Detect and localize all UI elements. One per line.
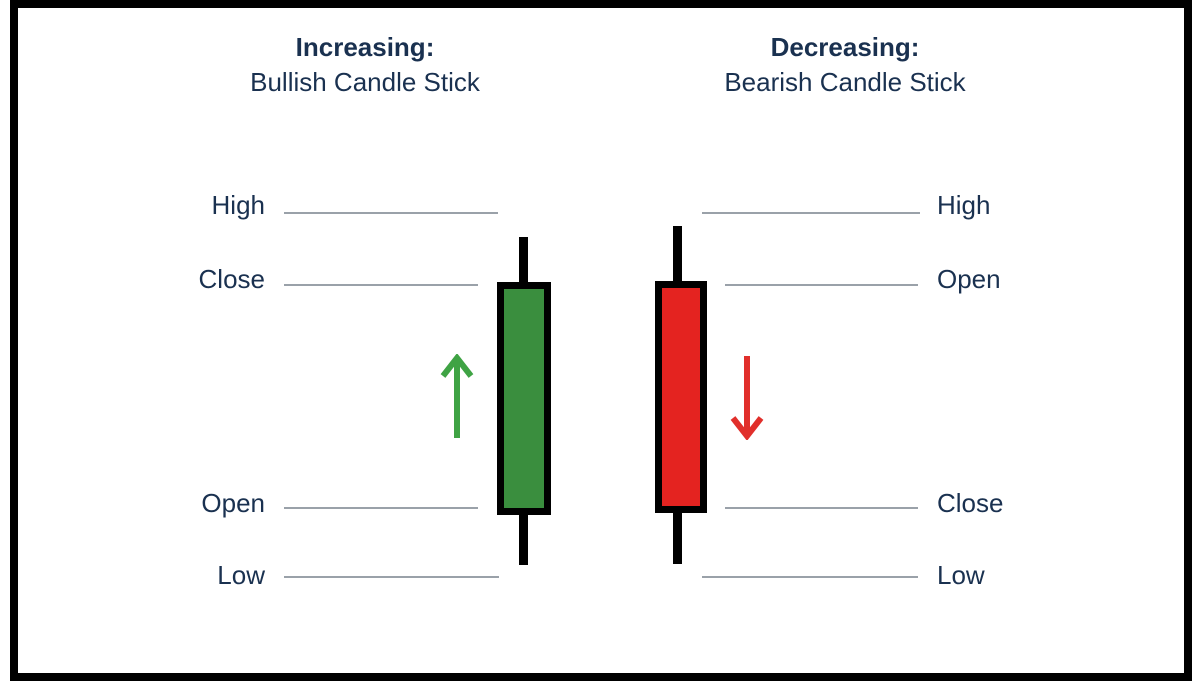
bearish-high-line: [702, 212, 920, 214]
bullish-upper-wick: [519, 237, 528, 283]
diagram-frame: [10, 0, 1192, 681]
bearish-open-line: [725, 284, 918, 286]
bearish-label-close: Close: [937, 488, 1004, 518]
bullish-candle-body: [497, 282, 551, 515]
bullish-low-line: [284, 576, 499, 578]
bearish-title: Decreasing: Bearish Candle Stick: [645, 30, 1045, 100]
bearish-lower-wick: [673, 512, 682, 564]
bearish-label-high: High: [937, 190, 991, 220]
bullish-label-high: High: [211, 190, 265, 220]
down-arrow-icon: [730, 356, 764, 440]
bearish-label-low: Low: [937, 560, 985, 590]
bullish-title: Increasing: Bullish Candle Stick: [165, 30, 565, 100]
bearish-close-line: [725, 507, 918, 509]
bearish-low-line: [702, 576, 918, 578]
bearish-candle-body: [655, 281, 707, 513]
bullish-lower-wick: [519, 514, 528, 565]
bullish-open-line: [284, 507, 478, 509]
bearish-title-line1: Decreasing:: [770, 32, 920, 62]
up-arrow-icon: [440, 354, 474, 438]
bearish-upper-wick: [673, 226, 682, 282]
bearish-title-line2: Bearish Candle Stick: [724, 67, 966, 97]
bullish-high-line: [284, 212, 498, 214]
bullish-label-close: Close: [198, 264, 265, 294]
bullish-title-line2: Bullish Candle Stick: [250, 67, 480, 97]
bullish-title-line1: Increasing:: [295, 32, 435, 62]
bullish-close-line: [284, 284, 478, 286]
bullish-label-open: Open: [201, 488, 265, 518]
bullish-label-low: Low: [217, 560, 265, 590]
bearish-label-open: Open: [937, 264, 1001, 294]
